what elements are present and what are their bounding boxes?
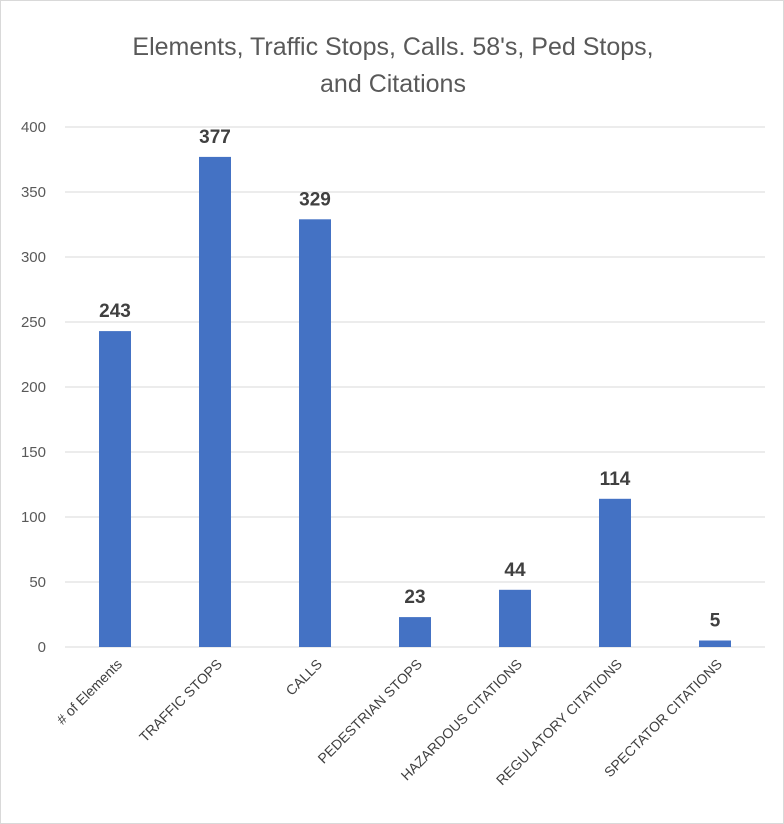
bar	[299, 219, 331, 648]
data-label: 377	[199, 127, 231, 148]
chart-title-line-2: and Citations	[320, 70, 466, 98]
y-tick-label: 150	[21, 444, 46, 461]
data-label: 114	[600, 469, 631, 490]
category-label: SPECTATOR CITATIONS	[601, 656, 725, 780]
category-label: PEDESTRIAN STOPS	[314, 656, 425, 767]
chart-title: Elements, Traffic Stops, Calls. 58's, Pe…	[1, 29, 784, 103]
data-label: 23	[404, 587, 425, 608]
chart-title-line-1: Elements, Traffic Stops, Calls. 58's, Pe…	[132, 33, 654, 61]
y-tick-label: 350	[21, 184, 46, 201]
bar	[199, 156, 231, 647]
data-label: 243	[99, 301, 131, 322]
y-tick-label: 400	[21, 119, 46, 136]
data-label: 44	[504, 560, 526, 581]
data-label: 5	[710, 611, 721, 632]
y-tick-label: 200	[21, 379, 46, 396]
y-tick-label: 250	[21, 314, 46, 331]
x-axis-category-labels: # of Elements TRAFFIC STOPS CALLSPEDESTRIA…	[53, 656, 725, 788]
y-tick-label: 0	[38, 639, 46, 656]
data-label: 329	[299, 189, 331, 210]
bar	[499, 589, 531, 647]
y-tick-label: 300	[21, 249, 46, 266]
gridlines	[65, 126, 765, 648]
bar	[599, 498, 631, 647]
y-axis-tick-labels: 0 50 100 150 200 250 300 350 400	[21, 119, 46, 656]
bars	[99, 156, 731, 648]
category-label: TRAFFIC STOPS	[136, 656, 225, 745]
bar	[399, 617, 431, 647]
y-tick-label: 50	[29, 574, 46, 591]
category-label: CALLS	[282, 656, 325, 699]
category-label: # of Elements	[53, 656, 125, 728]
bar	[99, 331, 131, 647]
data-labels: 243 377 329 23 44 114 5	[99, 127, 721, 632]
bar	[699, 640, 731, 647]
y-tick-label: 100	[21, 509, 46, 526]
